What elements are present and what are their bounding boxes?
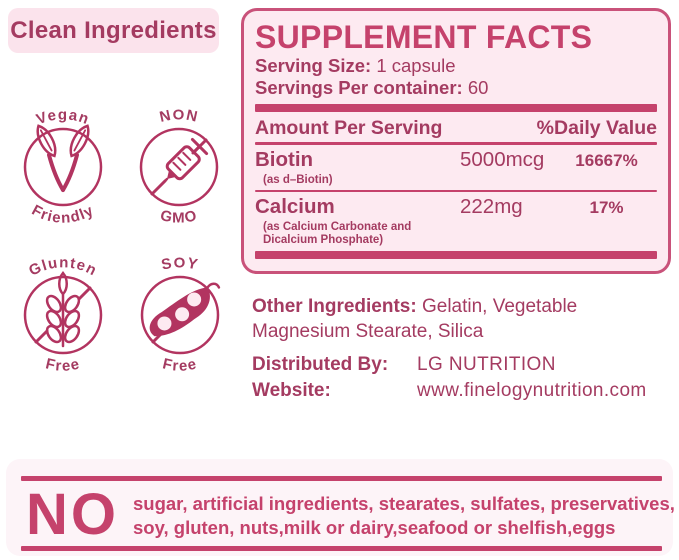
slash-icon bbox=[34, 286, 92, 344]
slash-icon bbox=[150, 138, 208, 196]
icon-arc-label-top: Vegan bbox=[34, 106, 92, 128]
nutrient-detail: (as d–Biotin) bbox=[263, 173, 333, 186]
other-ingredients-label: Other Ingredients: bbox=[252, 296, 417, 317]
nutrient-name: Calcium bbox=[255, 195, 335, 218]
no-claims-line-1: sugar, artificial ingredients, stearates… bbox=[133, 493, 675, 514]
supplement-facts-panel: SUPPLEMENT FACTS Serving Size: 1 capsule… bbox=[241, 8, 671, 274]
soybean-glyph bbox=[149, 282, 221, 337]
column-amount-per-serving: Amount Per Serving bbox=[255, 117, 443, 139]
divider-thin bbox=[255, 189, 657, 192]
divider-thin bbox=[255, 142, 657, 145]
circle-outline bbox=[23, 127, 103, 207]
no-claims-band-background bbox=[6, 459, 673, 556]
website-value: www.finelogynutrition.com bbox=[417, 380, 647, 401]
non-gmo-icon: NON GMO bbox=[139, 106, 219, 227]
wheat-glyph bbox=[45, 271, 81, 348]
no-claims-top-rule bbox=[21, 476, 662, 481]
distributor-block: Distributed By: LG NUTRITION Website: ww… bbox=[252, 352, 647, 403]
nutrient-name-cell: Calcium (as Calcium Carbonate and Dicalc… bbox=[255, 196, 460, 247]
no-claims-text: sugar, artificial ingredients, stearates… bbox=[133, 492, 675, 539]
servings-per-container-line: Servings Per container: 60 bbox=[255, 77, 657, 99]
table-row: Calcium (as Calcium Carbonate and Dicalc… bbox=[255, 196, 657, 247]
column-daily-value: %Daily Value bbox=[536, 117, 657, 139]
website-label: Website: bbox=[252, 380, 331, 401]
no-claims-line-2: soy, gluten, nuts,milk or dairy,seafood … bbox=[133, 516, 616, 538]
divider-thick bbox=[255, 104, 657, 112]
distributed-by-value: LG NUTRITION bbox=[417, 354, 556, 375]
clean-ingredients-label: Clean Ingredients bbox=[10, 16, 217, 44]
nutrient-detail: (as Calcium Carbonate and Dicalcium Phos… bbox=[263, 221, 412, 246]
clean-ingredients-badge: Clean Ingredients bbox=[8, 8, 219, 53]
nutrient-name-cell: Biotin (as d–Biotin) bbox=[255, 147, 460, 187]
divider-thick bbox=[255, 251, 657, 259]
icon-arc-label-top: NON bbox=[158, 106, 200, 126]
table-header-row: Amount Per Serving %Daily Value bbox=[255, 117, 657, 139]
nutrient-amount: 5000mcg bbox=[460, 147, 545, 171]
nutrient-daily-value: 17% bbox=[589, 198, 624, 217]
serving-size-line: Serving Size: 1 capsule bbox=[255, 55, 657, 77]
icon-arc-label-bottom: Free bbox=[161, 355, 199, 375]
other-ingredients-value: Gelatin, Vegetable Magnesium Stearate, S… bbox=[252, 296, 578, 342]
nutrient-amount: 222mg bbox=[460, 195, 523, 218]
table-row: Biotin (as d–Biotin) 5000mcg 16667% bbox=[255, 147, 657, 187]
servings-per-container-label: Servings Per container: bbox=[255, 77, 463, 98]
icon-arc-label-bottom: GMO bbox=[159, 207, 200, 227]
icon-arc-label-bottom: Free bbox=[44, 355, 82, 375]
panel-title: SUPPLEMENT FACTS bbox=[255, 19, 593, 55]
servings-per-container-value: 60 bbox=[467, 77, 489, 98]
circle-outline bbox=[140, 275, 220, 355]
gluten-free-icon: Glunten Free bbox=[23, 254, 103, 375]
vegan-friendly-icon: Vegan Friendly bbox=[23, 106, 103, 227]
no-headline: NO bbox=[26, 482, 119, 547]
distributed-by-label: Distributed By: bbox=[252, 354, 389, 375]
circle-outline bbox=[139, 127, 219, 207]
serving-size-label: Serving Size: bbox=[255, 55, 372, 76]
v-leaves-glyph bbox=[36, 124, 90, 192]
no-claims-bottom-rule bbox=[21, 546, 662, 551]
circle-outline bbox=[23, 275, 103, 355]
soy-free-icon: SOY Free bbox=[140, 254, 221, 375]
icon-arc-label-top: SOY bbox=[160, 254, 200, 273]
serving-size-value: 1 capsule bbox=[376, 55, 456, 76]
nutrient-daily-value: 16667% bbox=[575, 150, 638, 170]
other-ingredients: Other Ingredients: Gelatin, Vegetable Ma… bbox=[252, 294, 670, 344]
nutrient-name: Biotin bbox=[255, 147, 314, 171]
